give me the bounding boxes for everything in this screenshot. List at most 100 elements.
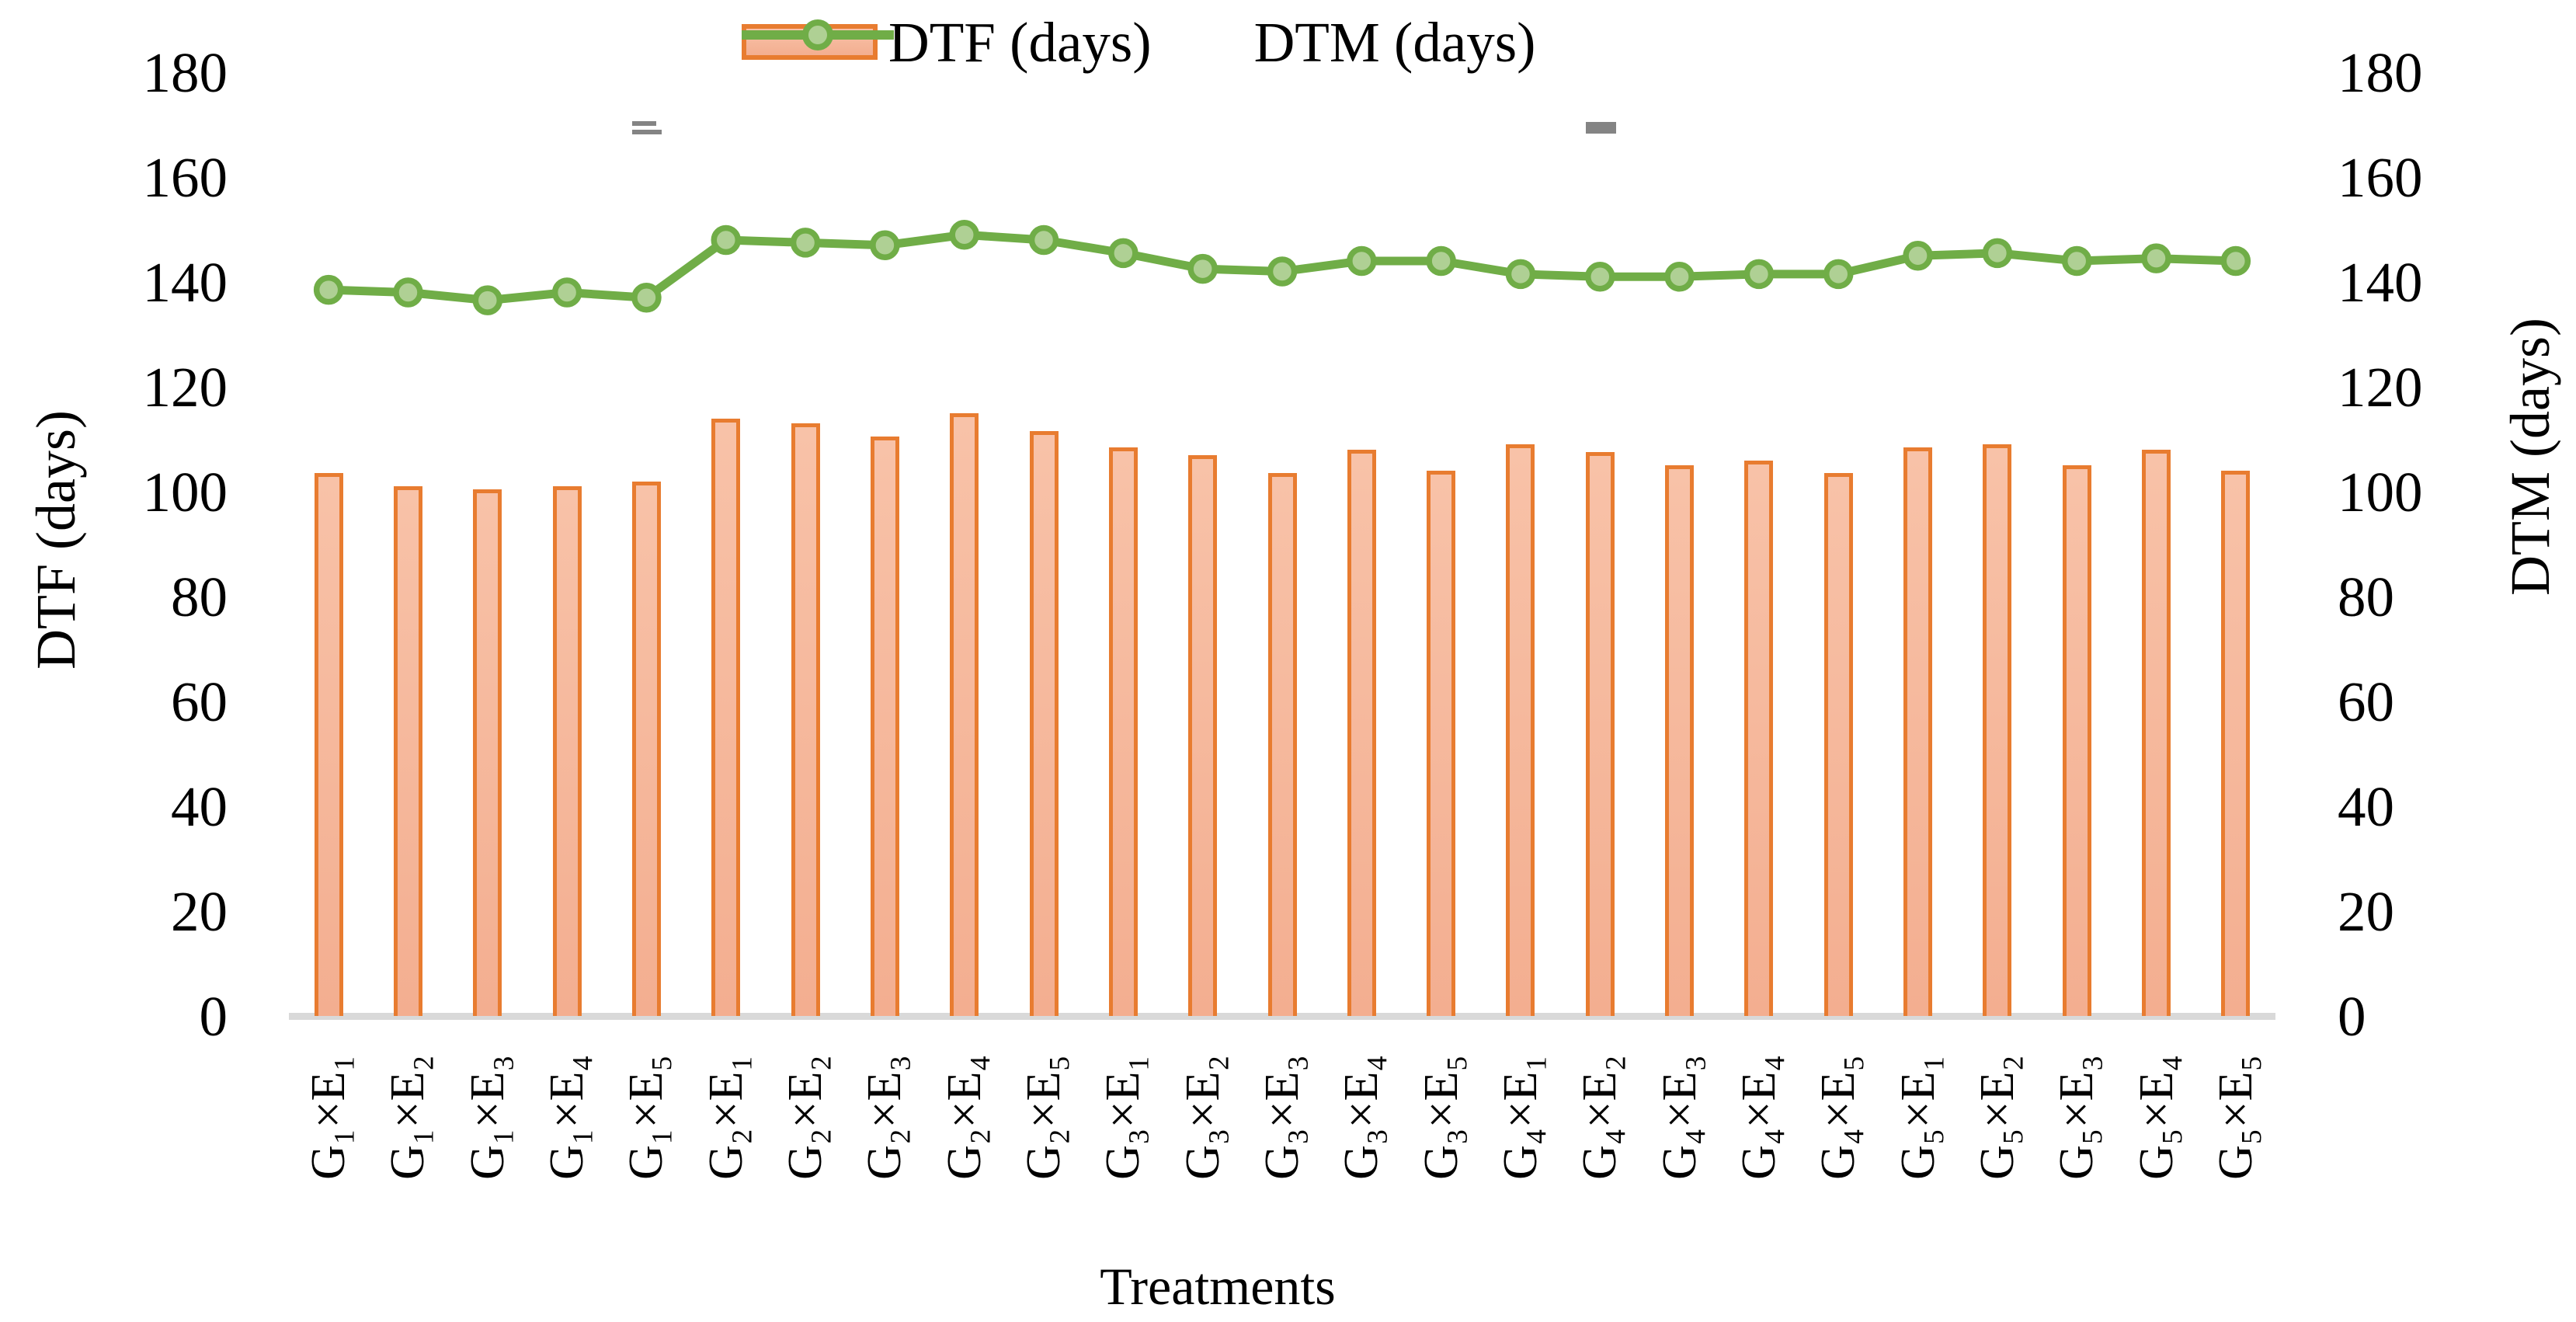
dtm-marker	[1823, 259, 1854, 290]
x-tick-label: G₂×E₄	[937, 1055, 991, 1180]
dtf-bar	[1665, 465, 1695, 1016]
dtm-marker	[472, 285, 503, 315]
dtf-bar	[1983, 444, 2012, 1016]
dtf-bar	[1506, 444, 1535, 1016]
x-tick-label: G₅×E₁	[1891, 1055, 1945, 1180]
dtf-legend-swatch	[742, 24, 878, 60]
dtm-marker	[313, 274, 344, 305]
dtm-marker	[1267, 256, 1298, 287]
y-tick-label-left: 160	[142, 146, 228, 209]
dtf-bar	[1347, 450, 1376, 1016]
dtf-bar	[870, 437, 899, 1016]
x-tick-label: G₅×E₅	[2209, 1055, 2262, 1180]
x-tick-label: G₂×E₃	[858, 1055, 912, 1180]
dtm-marker	[551, 277, 582, 308]
dtf-bar	[1823, 473, 1853, 1016]
dtf-bar	[1744, 460, 1774, 1016]
x-tick-label: G₂×E₂	[779, 1055, 833, 1180]
dtm-marker	[949, 220, 979, 250]
x-axis-line	[289, 1013, 2275, 1020]
dtf-bar	[2142, 450, 2171, 1016]
dtm-marker	[1426, 245, 1456, 277]
dtm-marker	[1347, 245, 1377, 277]
dtm-marker	[1505, 259, 1536, 290]
gray-artifact-segment	[632, 130, 662, 134]
y-tick-label-left: 120	[142, 356, 228, 419]
dtf-bar	[2062, 465, 2091, 1016]
y-tick-label-right: 120	[2338, 356, 2423, 419]
dtf-bar	[1267, 473, 1297, 1016]
x-tick-label: G₂×E₁	[699, 1055, 753, 1180]
gray-artifact-segment	[1586, 122, 1616, 134]
x-tick-label: G₃×E₁	[1097, 1055, 1150, 1180]
dtm-line	[328, 230, 2237, 305]
dtm-marker	[1664, 262, 1695, 292]
dtf-bar	[314, 473, 343, 1016]
x-axis-title: Treatments	[1100, 1257, 1336, 1316]
x-tick-label: G₅×E₂	[1970, 1055, 2024, 1180]
dtf-bar	[473, 489, 502, 1016]
dtf-bar	[631, 481, 661, 1016]
x-tick-label: G₁×E₄	[541, 1055, 594, 1180]
dtm-marker	[393, 277, 423, 308]
dtm-marker	[2061, 245, 2092, 277]
dtf-bar	[1108, 447, 1138, 1016]
y-tick-label-right: 20	[2338, 880, 2394, 943]
x-tick-label: G₁×E₂	[381, 1055, 435, 1180]
y-tick-label-left: 180	[142, 41, 228, 104]
x-tick-label: G₄×E₃	[1653, 1055, 1706, 1180]
dtf-bar	[1029, 431, 1059, 1016]
y-tick-label-left: 40	[171, 775, 228, 838]
gray-artifact-segment	[632, 121, 656, 126]
y-tick-label-right: 0	[2338, 985, 2366, 1048]
dtf-bar	[950, 412, 979, 1016]
dtm-marker	[1743, 259, 1775, 290]
x-tick-label: G₅×E₄	[2129, 1055, 2183, 1180]
y-tick-label-left: 100	[142, 461, 228, 524]
x-tick-label: G₄×E₅	[1812, 1055, 1865, 1180]
dtf-bar	[2221, 471, 2251, 1016]
dtm-marker	[711, 224, 742, 256]
x-tick-label: G₁×E₃	[461, 1055, 514, 1180]
x-tick-label: G₅×E₃	[2050, 1055, 2104, 1180]
dtm-legend-label: DTM (days)	[1253, 10, 1536, 74]
x-tick-label: G₁×E₅	[620, 1055, 673, 1180]
x-tick-label: G₃×E₃	[1256, 1055, 1309, 1180]
left-axis-title: DTF (days)	[25, 410, 87, 670]
x-tick-label: G₃×E₂	[1176, 1055, 1229, 1180]
y-tick-label-left: 20	[171, 880, 228, 943]
y-tick-label-right: 100	[2338, 461, 2423, 524]
dtf-legend-label: DTF (days)	[888, 10, 1152, 74]
y-tick-label-right: 40	[2338, 775, 2394, 838]
dtf-bar	[711, 418, 741, 1016]
chart-legend: DTF (days) DTM (days)	[742, 11, 1536, 73]
dtf-bar	[1427, 471, 1456, 1016]
y-tick-label-left: 80	[171, 565, 228, 628]
dtm-marker	[870, 230, 900, 260]
y-tick-label-left: 0	[199, 985, 228, 1048]
x-tick-label: G₄×E₁	[1493, 1055, 1547, 1180]
dtm-marker	[631, 283, 662, 313]
y-tick-label-right: 180	[2338, 41, 2423, 104]
x-tick-label: G₂×E₅	[1017, 1055, 1071, 1180]
dtm-marker	[1187, 253, 1218, 284]
dtm-marker	[2141, 243, 2171, 273]
dtf-bar	[1903, 447, 1933, 1016]
dtm-marker	[790, 228, 821, 258]
y-tick-label-left: 60	[171, 670, 228, 733]
legend-spacer	[1163, 42, 1243, 43]
x-tick-label: G₃×E₅	[1414, 1055, 1468, 1180]
dtm-marker	[1982, 238, 2013, 269]
y-tick-label-right: 160	[2338, 146, 2423, 209]
x-tick-label: G₄×E₂	[1573, 1055, 1627, 1180]
x-tick-label: G₁×E₁	[302, 1055, 356, 1180]
dtf-bar	[552, 486, 582, 1016]
dtf-bar	[1585, 452, 1615, 1016]
right-axis-title: DTM (days)	[2499, 318, 2561, 596]
y-tick-label-right: 60	[2338, 670, 2394, 733]
x-tick-label: G₄×E₄	[1732, 1055, 1785, 1180]
dtm-marker	[1108, 238, 1139, 269]
dtm-marker	[1028, 224, 1059, 256]
y-tick-label-right: 140	[2338, 251, 2423, 314]
